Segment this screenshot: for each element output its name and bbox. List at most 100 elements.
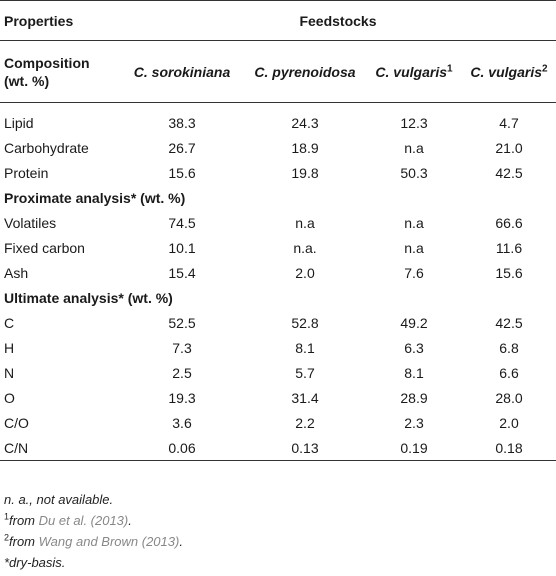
row-label: Fixed carbon — [4, 240, 85, 256]
value-cell: 6.3 — [404, 340, 424, 356]
ultimate-row: C 52.5 52.8 49.2 42.5 — [0, 311, 556, 336]
footnote-2: 2from Wang and Brown (2013). — [4, 531, 183, 552]
value-cell: 2.0 — [295, 265, 315, 281]
footnote-1-reference-link[interactable]: Du et al. (2013) — [38, 513, 129, 528]
value-cell: 0.19 — [366, 435, 462, 461]
ultimate-row: N 2.5 5.7 8.1 6.6 — [0, 361, 556, 386]
value-cell: 52.5 — [168, 315, 196, 331]
composition-header-line2: (wt. %) — [4, 72, 50, 89]
properties-header: Properties — [0, 0, 120, 41]
row-label: Carbohydrate — [4, 140, 89, 156]
value-cell: 0.06 — [120, 435, 244, 461]
value-cell: n.a — [404, 140, 424, 156]
footnote-2-suffix: . — [179, 534, 183, 549]
value-cell: 5.7 — [295, 365, 315, 381]
footnotes: n. a., not available. 1from Du et al. (2… — [4, 489, 183, 573]
row-label: N — [4, 365, 15, 381]
row-label: Ash — [4, 265, 29, 281]
value-cell: n.a. — [293, 240, 317, 256]
footnote-na: n. a., not available. — [4, 492, 114, 507]
species-footnote-mark: 2 — [542, 62, 548, 74]
composition-row: Carbohydrate 26.7 18.9 n.a 21.0 — [0, 136, 556, 161]
feedstocks-header: Feedstocks — [120, 0, 556, 41]
value-cell: 42.5 — [495, 315, 523, 331]
composition-header-line1: Composition — [4, 54, 90, 71]
value-cell: 18.9 — [291, 140, 319, 156]
value-cell: 24.3 — [291, 115, 319, 131]
footnote-1: 1from Du et al. (2013). — [4, 510, 183, 531]
value-cell: 28.9 — [400, 390, 428, 406]
value-cell: 8.1 — [295, 340, 315, 356]
row-label: H — [4, 340, 15, 356]
value-cell: 74.5 — [168, 215, 196, 231]
proximate-row: Fixed carbon 10.1 n.a. n.a 11.6 — [0, 236, 556, 261]
footnote-1-prefix: from — [9, 513, 39, 528]
species-footnote-mark: 1 — [447, 62, 453, 74]
row-label: Volatiles — [4, 215, 57, 231]
value-cell: 4.7 — [499, 115, 519, 131]
composition-row: Lipid 38.3 24.3 12.3 4.7 — [0, 111, 556, 136]
header-row-top: Properties Feedstocks — [0, 0, 556, 41]
ultimate-section-header-title: Ultimate analysis* (wt. %) — [4, 290, 173, 306]
value-cell: 6.6 — [499, 365, 519, 381]
value-cell: 12.3 — [400, 115, 428, 131]
value-cell: 15.6 — [168, 165, 196, 181]
ultimate-row: O 19.3 31.4 28.9 28.0 — [0, 386, 556, 411]
composition-header: Composition (wt. %) — [0, 40, 120, 103]
proximate-section-header-title: Proximate analysis* (wt. %) — [4, 190, 186, 206]
footnote-1-suffix: . — [128, 513, 132, 528]
value-cell: 10.1 — [168, 240, 196, 256]
value-cell: 26.7 — [168, 140, 196, 156]
value-cell: 2.0 — [499, 415, 519, 431]
value-cell: 31.4 — [291, 390, 319, 406]
spacer-cell — [0, 103, 556, 111]
value-cell: 49.2 — [400, 315, 428, 331]
footnote-2-mark: 2 — [4, 532, 10, 543]
species-name: C. sorokiniana — [133, 63, 231, 80]
value-cell: 0.13 — [244, 435, 366, 461]
row-label: C/O — [4, 415, 29, 431]
species-header-1: C. sorokiniana — [120, 40, 244, 103]
value-cell: 2.5 — [172, 365, 192, 381]
proximate-row: Volatiles 74.5 n.a n.a 66.6 — [0, 211, 556, 236]
ultimate-row: H 7.3 8.1 6.3 6.8 — [0, 336, 556, 361]
value-cell: n.a — [404, 215, 424, 231]
value-cell: 42.5 — [495, 165, 523, 181]
species-name: C. vulgaris — [375, 63, 448, 80]
footnote-2-reference-link[interactable]: Wang and Brown (2013) — [38, 534, 180, 549]
value-cell: 3.6 — [172, 415, 192, 431]
value-cell: 15.4 — [168, 265, 196, 281]
ultimate-row: C/O 3.6 2.2 2.3 2.0 — [0, 411, 556, 436]
value-cell: n.a — [404, 240, 424, 256]
composition-row: Protein 15.6 19.8 50.3 42.5 — [0, 161, 556, 186]
value-cell: 38.3 — [168, 115, 196, 131]
species-header-3: C. vulgaris1 — [366, 40, 462, 103]
value-cell: n.a — [295, 215, 315, 231]
proximate-row: Ash 15.4 2.0 7.6 15.6 — [0, 261, 556, 286]
value-cell: 50.3 — [400, 165, 428, 181]
value-cell: 28.0 — [495, 390, 523, 406]
row-label: Lipid — [4, 115, 34, 131]
row-label: C — [4, 315, 15, 331]
species-header-4: C. vulgaris2 — [462, 40, 556, 103]
ultimate-section-header: Ultimate analysis* (wt. %) — [0, 286, 556, 311]
value-cell: 66.6 — [495, 215, 523, 231]
row-label: Protein — [4, 165, 49, 181]
value-cell: 7.6 — [404, 265, 424, 281]
value-cell: 2.3 — [404, 415, 424, 431]
footnote-dry-basis: *dry-basis. — [4, 555, 66, 570]
footnote-2-prefix: from — [9, 534, 39, 549]
value-cell: 52.8 — [291, 315, 319, 331]
value-cell: 7.3 — [172, 340, 192, 356]
footnote-1-mark: 1 — [4, 511, 10, 522]
species-name: C. vulgaris — [470, 63, 543, 80]
value-cell: 2.2 — [295, 415, 315, 431]
ultimate-row: C/N 0.06 0.13 0.19 0.18 — [0, 435, 556, 461]
value-cell: 15.6 — [495, 265, 523, 281]
value-cell: 19.3 — [168, 390, 196, 406]
value-cell: 19.8 — [291, 165, 319, 181]
value-cell: 6.8 — [499, 340, 519, 356]
proximate-section-header: Proximate analysis* (wt. %) — [0, 186, 556, 211]
species-name: C. pyrenoidosa — [254, 63, 356, 80]
